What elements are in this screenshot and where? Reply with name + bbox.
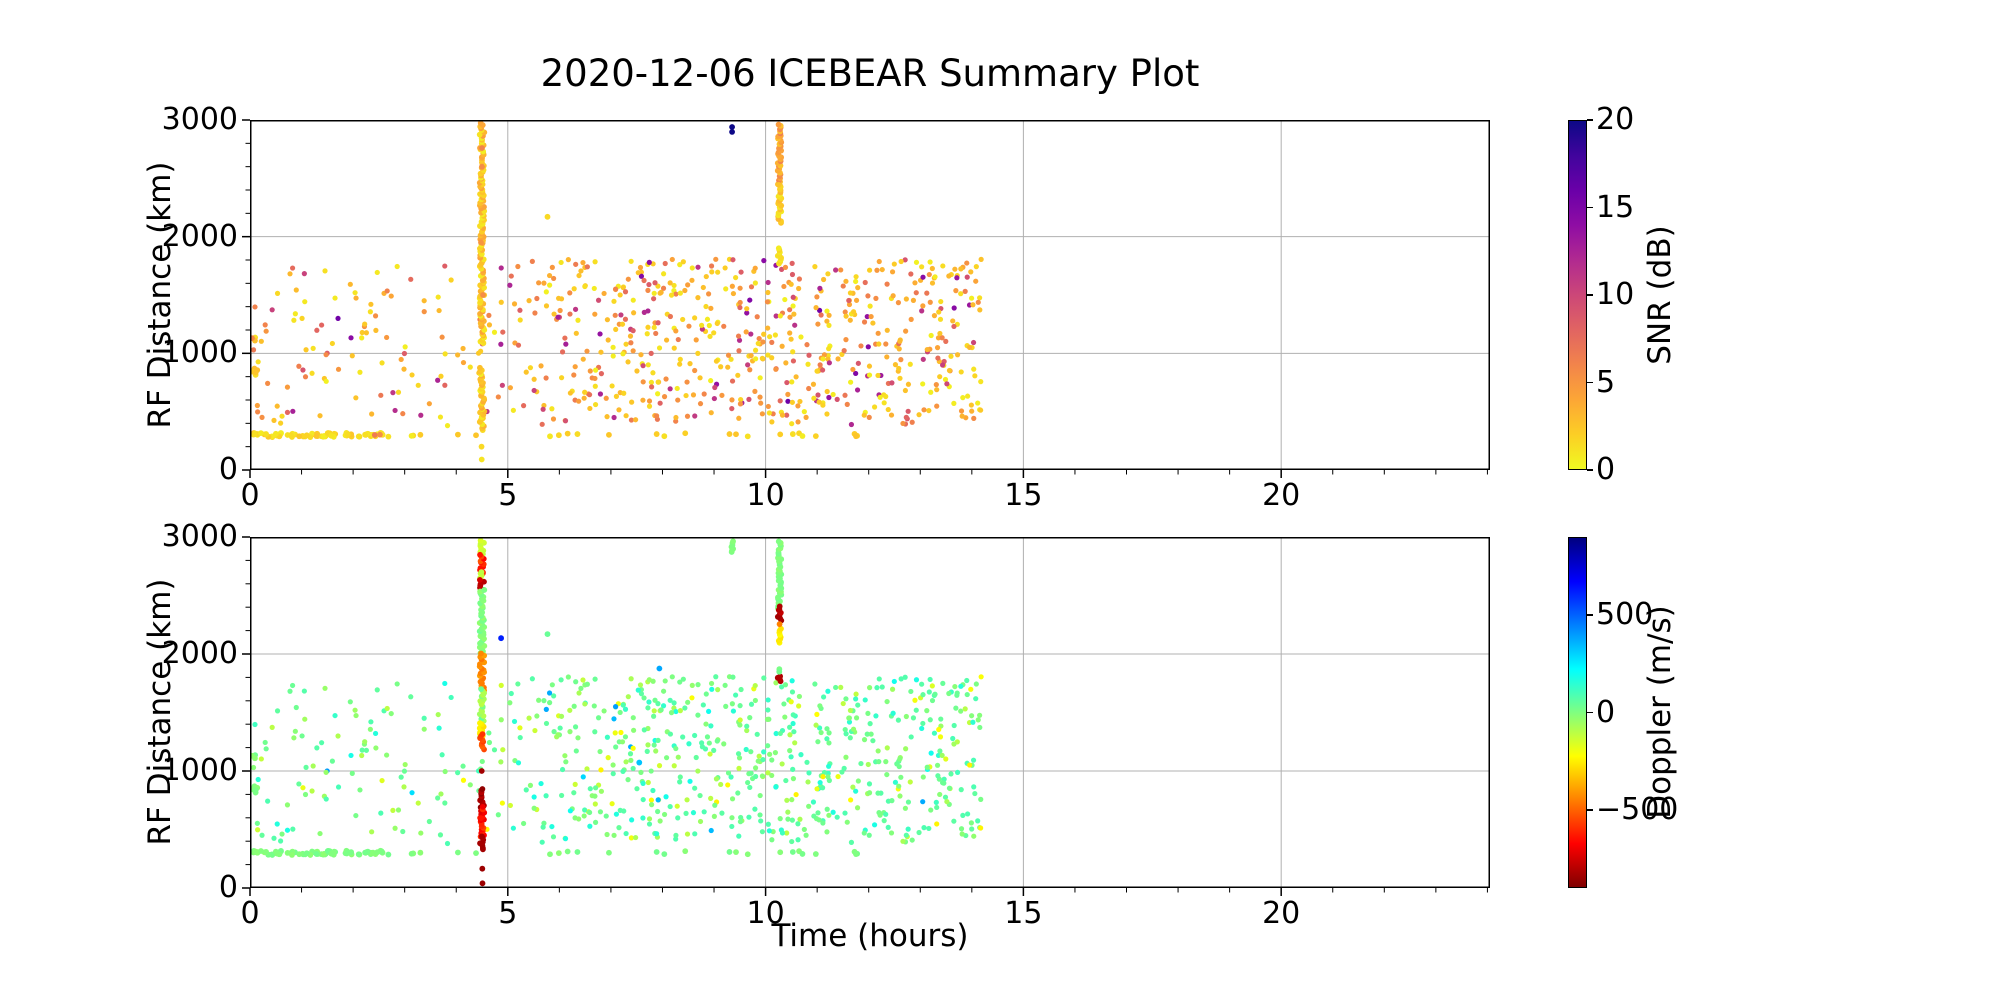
snr-panel: [242, 119, 1490, 478]
colorbar-tick-label-15: 15: [1596, 189, 1635, 225]
snr-colorbar: [1568, 120, 1587, 470]
x-tick-label-5: 5: [498, 478, 518, 513]
chart-title: 2020-12-06 ICEBEAR Summary Plot: [540, 52, 1200, 95]
colorbar-tick-mark: [1587, 119, 1593, 121]
y-tick-label-3000: 3000: [161, 519, 238, 554]
x-tick-label-15: 15: [1004, 478, 1043, 513]
colorbar-tick-label-0: 0: [1596, 694, 1616, 730]
colorbar-tick-mark: [1587, 294, 1593, 296]
x-tick-label-20: 20: [1262, 896, 1301, 931]
snr-panel-y-axis-label: RF Distance (km): [142, 161, 178, 429]
x-tick-label-10: 10: [746, 896, 785, 931]
y-tick-label-2000: 2000: [161, 636, 238, 671]
y-tick-label-1000: 1000: [161, 753, 238, 788]
colorbar-tick-label-10: 10: [1596, 277, 1635, 312]
colorbar-tick-label-0: 0: [1596, 452, 1616, 487]
y-tick-label-0: 0: [218, 870, 238, 905]
colorbar-tick-mark: [1587, 206, 1593, 209]
doppler-panel: [242, 536, 1490, 896]
doppler-colorbar-label: Doppler (m/s): [1642, 605, 1678, 819]
doppler-colorbar: [1568, 537, 1587, 888]
x-tick-label-15: 15: [1004, 896, 1043, 931]
colorbar-tick-label-−500: −500: [1596, 792, 1679, 827]
colorbar-tick-mark: [1587, 469, 1593, 471]
colorbar-tick-mark: [1587, 381, 1593, 384]
x-tick-label-0: 0: [240, 478, 260, 513]
doppler-panel-plot-area: [242, 536, 1490, 896]
doppler-panel-y-axis-label: RF Distance (km): [142, 578, 178, 846]
snr-panel-plot-area: [242, 119, 1490, 478]
colorbar-tick-mark: [1587, 711, 1593, 714]
colorbar-tick-label-20: 20: [1596, 102, 1635, 137]
x-tick-label-10: 10: [746, 478, 785, 513]
x-tick-label-20: 20: [1262, 478, 1301, 513]
y-tick-label-0: 0: [218, 452, 238, 487]
x-axis-label: Time (hours): [771, 918, 969, 954]
y-tick-label-2000: 2000: [161, 218, 238, 254]
y-tick-label-1000: 1000: [161, 335, 238, 371]
snr-colorbar-label: SNR (dB): [1642, 225, 1678, 365]
x-tick-label-0: 0: [240, 896, 260, 931]
colorbar-tick-mark: [1587, 614, 1593, 616]
colorbar-tick-label-5: 5: [1596, 364, 1616, 400]
colorbar-tick-mark: [1587, 809, 1593, 811]
x-tick-label-5: 5: [498, 896, 518, 931]
y-tick-label-3000: 3000: [161, 102, 238, 137]
colorbar-tick-label-500: 500: [1596, 597, 1654, 632]
